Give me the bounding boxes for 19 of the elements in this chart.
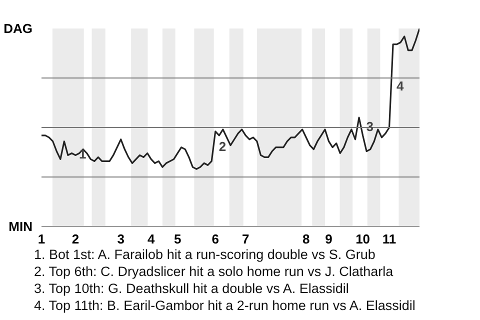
x-tick-label: 11: [382, 232, 396, 246]
x-tick-label: 2: [72, 232, 80, 246]
text: 2. Top 6th: C. Dryadslicer hit a solo home run vs J. Clatharla: [34, 264, 394, 279]
text: 1. Bot 1st: A. Farailob hit a run-scoring double vs S. Grub: [34, 247, 376, 262]
x-tick-label: 3: [117, 232, 124, 246]
text: 4. Top 11th: B. Earil-Gambor hit a 2-run home run vs A. Elassidil: [34, 298, 416, 313]
x-tick-label: 1: [38, 232, 46, 246]
x-tick-label: 9: [325, 232, 332, 246]
x-tick-label: 6: [212, 232, 219, 246]
annotation: 2: [218, 138, 226, 154]
text: MIN: [8, 219, 33, 234]
x-tick-label: 10: [356, 232, 370, 246]
annotation: 4: [396, 78, 405, 94]
x-tick-label: 8: [302, 232, 310, 246]
text: DAG: [4, 21, 32, 36]
x-tick-label: 4: [148, 232, 156, 246]
x-tick-label: 5: [174, 232, 182, 246]
x-tick-label: 7: [242, 232, 250, 246]
text: 3. Top 10th: G. Deathskull hit a double vs A. Elassidil: [34, 281, 349, 296]
